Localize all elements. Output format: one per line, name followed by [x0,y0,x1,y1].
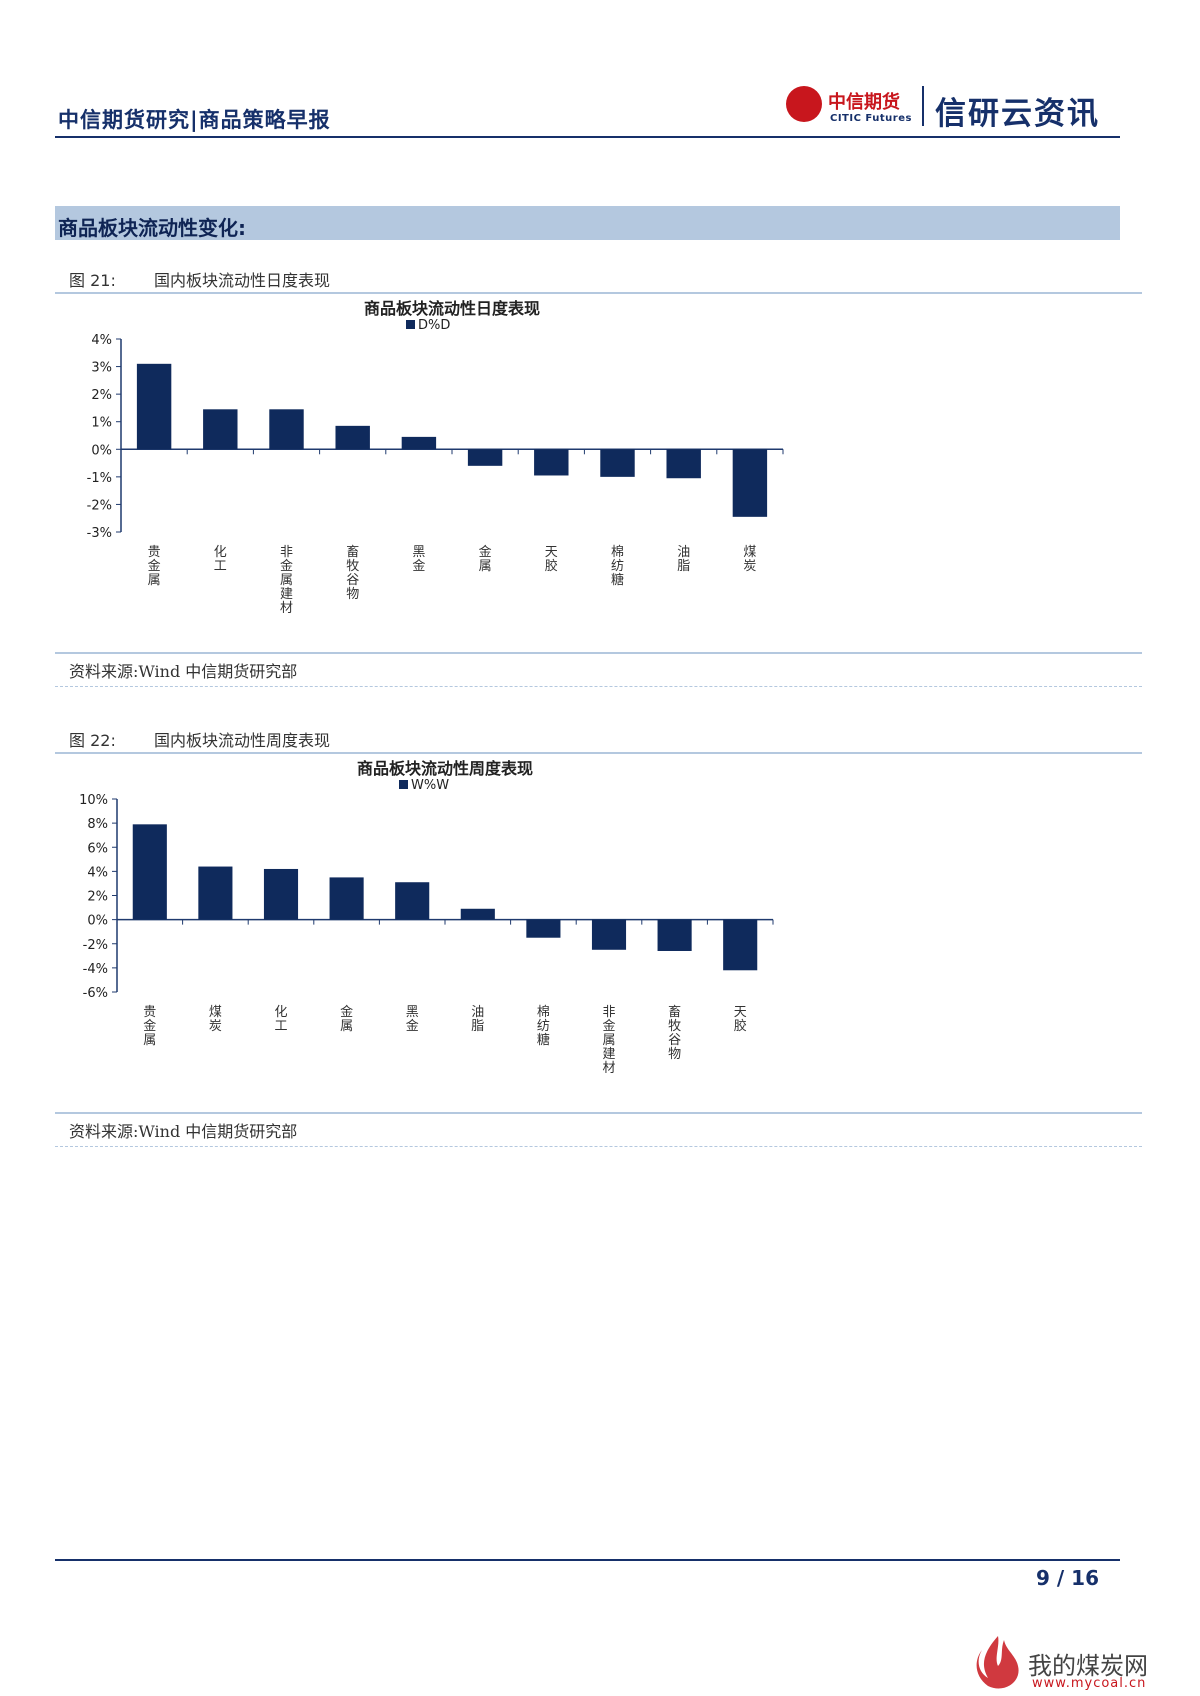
brand-name: 信研云资讯 [935,96,1100,132]
y-tick-label: 6% [87,841,108,856]
figure-22-bottom-rule [55,1146,1142,1147]
y-tick-label: -6% [83,986,108,1001]
x-tick-label: 化工 [274,1005,287,1034]
x-tick-label: 棉纺糖 [611,545,624,588]
y-tick-label: -2% [87,498,112,513]
x-tick-label: 天胶 [545,545,558,574]
y-tick-label: 0% [91,443,112,458]
logo-company-english: CITIC Futures [830,113,912,124]
bar [329,877,364,920]
x-tick-label: 黑金 [406,1005,419,1034]
x-tick-label: 畜牧谷物 [668,1004,681,1062]
x-tick-label: 天胶 [734,1005,747,1034]
x-tick-label: 金属 [479,544,492,574]
section-title: 商品板块流动性变化: [58,216,246,240]
y-tick-label: 3% [91,361,112,376]
x-tick-label: 油脂 [471,1005,484,1034]
y-tick-label: 8% [87,817,108,832]
watermark-url: www.mycoal.cn [1032,1676,1147,1691]
bar [526,919,561,938]
x-tick-label: 化工 [214,545,227,574]
y-tick-label: 4% [91,333,112,348]
x-tick-label: 油脂 [677,545,690,574]
figure-22-number: 图 22: [69,731,116,750]
y-tick-label: -2% [83,938,108,953]
footer-rule [55,1559,1120,1561]
y-tick-label: 1% [91,416,112,431]
legend-swatch [399,780,408,789]
y-tick-label: -1% [87,471,112,486]
bar [203,409,238,450]
x-tick-label: 煤炭 [743,545,756,574]
bar [657,919,692,951]
figure-21-top-rule [55,292,1142,294]
bar [335,425,370,450]
figure-21-caption: 国内板块流动性日度表现 [154,271,331,290]
figure-21-number: 图 21: [69,271,116,290]
y-tick-label: 0% [87,914,108,929]
legend-label: W%W [411,778,449,793]
figure-22-source: 资料来源:Wind 中信期货研究部 [69,1122,298,1141]
x-tick-label: 煤炭 [209,1005,222,1034]
chart-title: 商品板块流动性周度表现 [357,759,533,778]
bar [395,882,430,920]
x-tick-label: 黑金 [412,545,425,574]
chart-title: 商品板块流动性日度表现 [364,299,540,318]
bar [666,449,701,479]
figure-22-source-rule [55,1112,1142,1114]
figure-22-caption: 国内板块流动性周度表现 [154,731,331,750]
figure-22-top-rule [55,752,1142,754]
legend-swatch [406,320,415,329]
citic-logo-icon [786,86,822,122]
y-tick-label: 4% [87,865,108,880]
bar [732,449,768,517]
x-tick-label: 非金属建材 [280,545,293,616]
bar [263,868,299,920]
watermark-text: 我的煤炭网 [1028,1652,1148,1680]
legend-label: D%D [418,318,450,333]
bar [198,866,233,920]
flame-logo-icon [976,1636,1019,1689]
x-tick-label: 棉纺糖 [537,1005,550,1048]
section-bar [55,206,1120,240]
figure-21-bottom-rule [55,686,1142,687]
logo-company-name: 中信期货 [828,92,900,113]
bar [467,449,503,466]
y-tick-label: 2% [87,890,108,905]
bar [723,919,758,971]
bar [534,449,569,476]
logo-divider [922,86,924,126]
bar [269,409,304,450]
x-tick-label: 贵金属 [143,1005,156,1048]
bar [132,824,167,920]
x-tick-label: 畜牧谷物 [346,544,359,602]
figure-21-source-rule [55,652,1142,654]
x-tick-label: 非金属建材 [602,1005,615,1076]
bar [401,436,437,450]
page-number: 9 / 16 [1036,1566,1099,1590]
y-tick-label: 10% [79,793,108,808]
y-tick-label: -4% [83,962,108,977]
report-header-title: 中信期货研究|商品策略早报 [58,108,331,132]
figure-21-source: 资料来源:Wind 中信期货研究部 [69,662,298,681]
x-tick-label: 金属 [340,1004,353,1034]
bar [460,908,495,920]
bar [591,919,627,950]
bar [600,449,635,477]
bar [136,363,172,450]
y-tick-label: 2% [91,388,112,403]
y-tick-label: -3% [87,526,112,541]
x-tick-label: 贵金属 [148,545,161,588]
header-rule [55,136,1120,138]
